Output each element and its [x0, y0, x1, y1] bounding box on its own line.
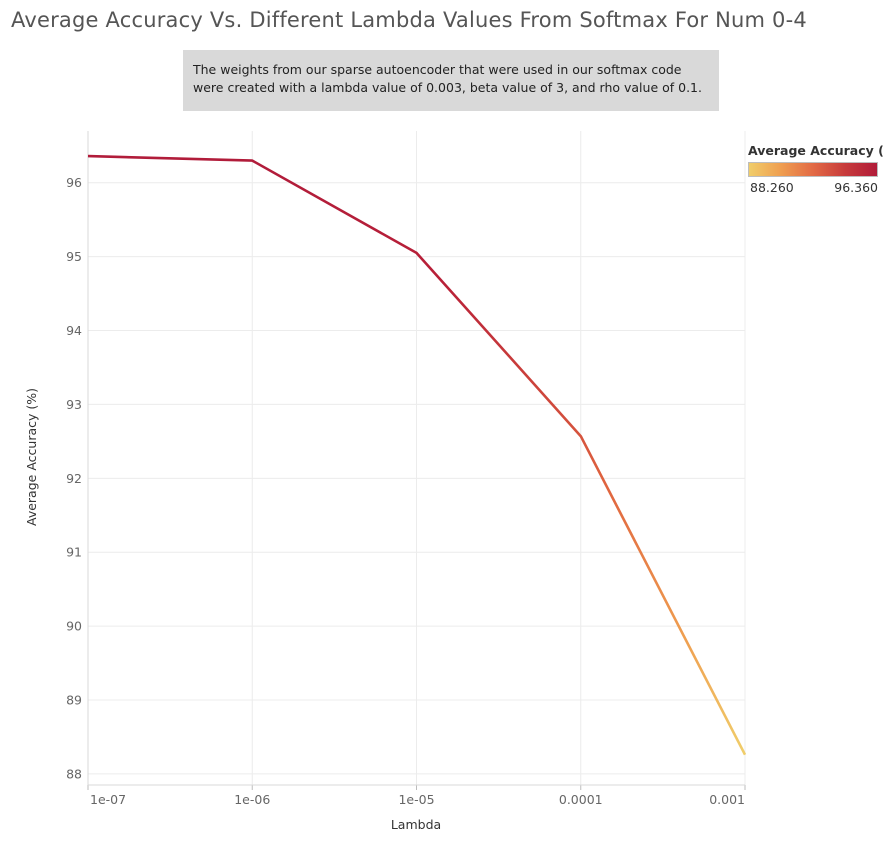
chart-title: Average Accuracy Vs. Different Lambda Va…	[11, 8, 807, 32]
legend-min-label: 88.260	[750, 180, 794, 195]
y-tick-label: 92	[66, 471, 82, 486]
x-tick-label: 1e-07	[90, 792, 126, 807]
series-line[interactable]	[87, 154, 747, 756]
y-tick-label: 96	[66, 175, 82, 190]
y-axis-label: Average Accuracy (%)	[24, 388, 39, 526]
x-tick-label: 0.001	[709, 792, 745, 807]
data-point[interactable]	[741, 751, 749, 759]
y-tick-label: 91	[66, 545, 82, 560]
x-axis-label: Lambda	[391, 817, 441, 832]
legend-gradient-bar	[748, 162, 878, 177]
y-tick-label: 88	[66, 766, 82, 781]
y-tick-label: 90	[66, 619, 82, 634]
legend-title: Average Accuracy (..	[748, 143, 883, 158]
data-point[interactable]	[84, 152, 92, 160]
data-point[interactable]	[248, 157, 256, 165]
x-tick-label: 0.0001	[559, 792, 603, 807]
data-point[interactable]	[577, 432, 585, 440]
y-tick-label: 89	[66, 693, 82, 708]
color-legend[interactable]: Average Accuracy (.. 88.260 96.360	[748, 143, 883, 196]
y-tick-label: 95	[66, 249, 82, 264]
x-tick-label: 1e-05	[398, 792, 434, 807]
y-tick-label: 93	[66, 397, 82, 412]
x-tick-label: 1e-06	[234, 792, 270, 807]
legend-max-label: 96.360	[834, 180, 878, 195]
annotation-box: The weights from our sparse autoencoder …	[183, 50, 719, 111]
y-tick-label: 94	[66, 323, 82, 338]
data-point[interactable]	[413, 249, 421, 257]
